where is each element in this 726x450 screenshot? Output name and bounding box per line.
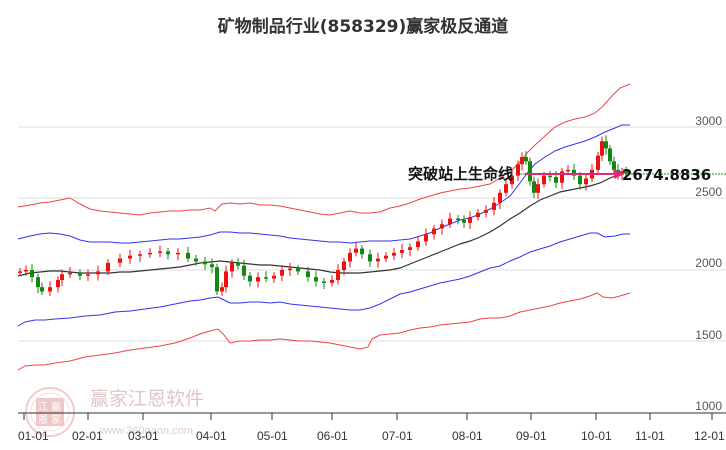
- x-tick-label: 05-01: [257, 429, 288, 443]
- y-tick-label: 1000: [695, 399, 722, 413]
- x-tick-label: 04-01: [196, 429, 227, 443]
- x-tick-label: 02-01: [72, 429, 103, 443]
- y-tick-label: 3000: [695, 114, 722, 128]
- x-tick-label: 11-01: [635, 429, 665, 443]
- breakout-annotation-value: 2674.8836: [622, 166, 711, 184]
- watermark-logo-char: 赢: [51, 400, 61, 413]
- watermark-logo-char: 家: [51, 413, 61, 426]
- inner-upper-band: [17, 124, 630, 244]
- x-tick-label: 10-01: [581, 429, 612, 443]
- x-tick-label: 01-01: [18, 429, 49, 443]
- y-tick-label: 1500: [695, 328, 722, 342]
- grid-lines: [18, 126, 726, 342]
- x-tick-label: 08-01: [452, 429, 483, 443]
- y-tick-label: 2500: [695, 185, 722, 199]
- y-axis: 3000 2500 2000 1500 1000: [695, 114, 722, 413]
- watermark-brand: 赢家江恩软件: [90, 388, 204, 410]
- watermark-logo-char: 恩: [38, 414, 48, 426]
- x-tick-label: 09-01: [516, 429, 547, 443]
- breakout-annotation-label: 突破站上生命线: [408, 165, 513, 183]
- outer-lower-band: [17, 292, 631, 371]
- life-line: [17, 170, 629, 277]
- outer-upper-band: [17, 83, 631, 216]
- y-tick-label: 2000: [695, 256, 722, 270]
- price-candles: [18, 135, 628, 296]
- breakout-arrow: [525, 169, 624, 179]
- x-tick-label: 12-01: [694, 429, 725, 443]
- x-axis: 01-01 02-01 03-01 04-01 05-01 06-01 07-0…: [18, 412, 726, 443]
- watermark: 江 赢 恩 家: [25, 387, 75, 437]
- inner-lower-band: [17, 232, 630, 327]
- x-tick-label: 06-01: [317, 429, 348, 443]
- chart-title: 矿物制品行业(858329)赢家极反通道: [217, 17, 509, 37]
- watermark-logo-char: 江: [38, 401, 48, 413]
- x-tick-label: 03-01: [128, 429, 159, 443]
- x-tick-label: 07-01: [382, 429, 413, 443]
- watermark-url: www.360gann.com: [99, 425, 193, 437]
